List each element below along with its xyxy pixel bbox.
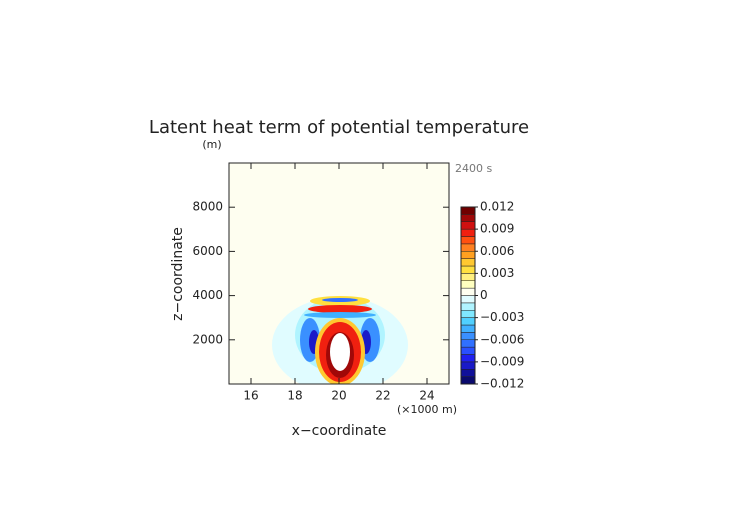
colorbar-band bbox=[460, 295, 476, 304]
field bbox=[272, 296, 408, 384]
colorbar-tick-label: 0.006 bbox=[480, 244, 514, 258]
colorbar-band bbox=[460, 258, 476, 267]
colorbar-band bbox=[460, 361, 476, 370]
colorbar-band bbox=[460, 243, 476, 252]
y-unit: (m) bbox=[202, 138, 221, 151]
colorbar-tick-label: −0.012 bbox=[480, 377, 524, 391]
colorbar-band bbox=[460, 354, 476, 363]
colorbar-band bbox=[460, 346, 476, 355]
colorbar-tick-label: −0.009 bbox=[480, 354, 524, 368]
colorbar-band bbox=[460, 339, 476, 348]
colorbar-band bbox=[460, 265, 476, 274]
field-region bbox=[304, 312, 376, 318]
colorbar-tick-label: 0.012 bbox=[480, 200, 514, 214]
colorbar-band bbox=[460, 376, 476, 385]
y-tick-label: 2000 bbox=[192, 332, 223, 346]
x-tick-label: 20 bbox=[331, 389, 346, 403]
x-unit: (×1000 m) bbox=[397, 403, 457, 416]
colorbar-tick-label: 0.009 bbox=[480, 222, 514, 236]
colorbar-band bbox=[460, 324, 476, 333]
field-region bbox=[308, 305, 372, 313]
x-axis-label: x−coordinate bbox=[292, 423, 387, 439]
colorbar-band bbox=[460, 214, 476, 222]
colorbar-band bbox=[460, 228, 476, 237]
colorbar-tick-label: 0 bbox=[480, 288, 488, 302]
y-tick-label: 8000 bbox=[192, 200, 223, 214]
chart-title: Latent heat term of potential temperatur… bbox=[149, 117, 529, 138]
x-tick-label: 22 bbox=[375, 389, 390, 403]
colorbar-band bbox=[460, 273, 476, 281]
colorbar-band bbox=[460, 310, 476, 318]
colorbar-band bbox=[460, 332, 476, 340]
colorbar-tick-label: 0.003 bbox=[480, 266, 514, 280]
field-region bbox=[330, 333, 350, 371]
colorbar-band bbox=[460, 287, 476, 296]
colorbar-band bbox=[460, 302, 476, 311]
colorbar-band bbox=[460, 251, 476, 259]
time-label: 2400 s bbox=[455, 162, 492, 175]
x-tick-label: 16 bbox=[243, 389, 258, 403]
colorbar-band bbox=[460, 280, 476, 289]
colorbar-tick-label: −0.003 bbox=[480, 310, 524, 324]
colorbar-band bbox=[460, 317, 476, 326]
y-axis-label: z−coordinate bbox=[170, 227, 186, 321]
colorbar-band bbox=[460, 236, 476, 245]
colorbar-band bbox=[460, 221, 476, 230]
field-region bbox=[322, 298, 358, 302]
colorbar-tick-label: −0.006 bbox=[480, 332, 524, 346]
x-tick-label: 24 bbox=[419, 389, 434, 403]
colorbar-band bbox=[460, 206, 476, 215]
y-tick-label: 4000 bbox=[192, 288, 223, 302]
x-tick-label: 18 bbox=[287, 389, 302, 403]
y-tick-label: 6000 bbox=[192, 244, 223, 258]
colorbar-band bbox=[460, 369, 476, 377]
